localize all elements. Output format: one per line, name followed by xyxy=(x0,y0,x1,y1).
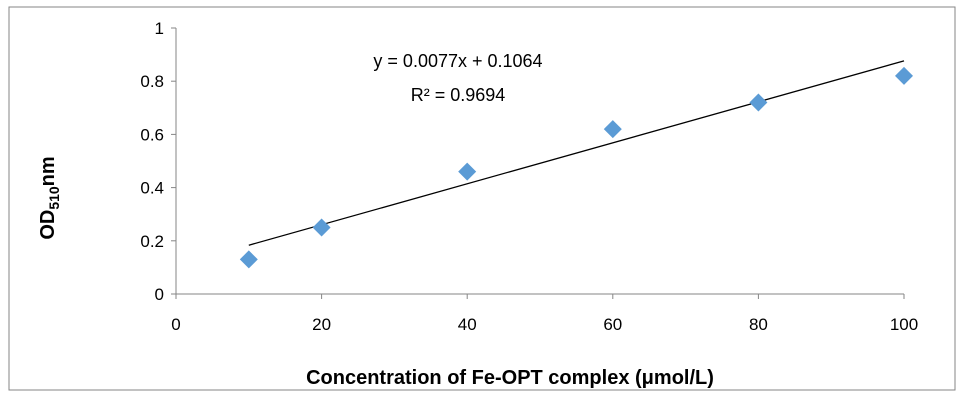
y-tick-label: 0.6 xyxy=(140,125,164,144)
y-ticks: 0 0.2 0.4 0.6 0.8 1 xyxy=(140,19,176,304)
data-point-diamond xyxy=(458,162,477,181)
trendline-equation: y = 0.0077x + 0.1064 xyxy=(373,51,542,71)
data-point-diamond xyxy=(895,66,913,85)
x-tick-label: 80 xyxy=(749,315,768,334)
y-axis-title-suffix: nm xyxy=(37,156,59,186)
x-tick-label: 40 xyxy=(458,315,477,334)
y-tick-label: 1 xyxy=(155,19,164,38)
y-tick-label: 0.2 xyxy=(140,232,164,251)
data-point-diamond xyxy=(603,120,622,139)
x-tick-label: 100 xyxy=(890,315,918,334)
y-axis-title-subscript: 510 xyxy=(46,186,62,210)
x-tick-label: 60 xyxy=(603,315,622,334)
trendline-r-squared: R² = 0.9694 xyxy=(411,85,506,105)
data-point-diamond xyxy=(312,218,331,237)
x-tick-label: 20 xyxy=(312,315,331,334)
y-axis-title: OD510nm xyxy=(37,156,62,239)
y-tick-label: 0.8 xyxy=(140,72,164,91)
x-tick-label: 0 xyxy=(171,315,180,334)
x-axis-title: Concentration of Fe-OPT complex (μmol/L) xyxy=(306,367,714,389)
trendline-group xyxy=(248,60,905,246)
data-points xyxy=(239,66,913,269)
data-point-diamond xyxy=(749,93,768,112)
y-tick-label: 0 xyxy=(155,285,164,304)
chart-border xyxy=(8,6,956,391)
y-tick-label: 0.4 xyxy=(140,179,164,198)
x-ticks: 0 20 40 60 80 100 xyxy=(171,294,918,334)
y-axis-title-main: OD xyxy=(37,210,59,240)
data-point-diamond xyxy=(239,250,258,269)
linear-trendline xyxy=(248,60,905,246)
